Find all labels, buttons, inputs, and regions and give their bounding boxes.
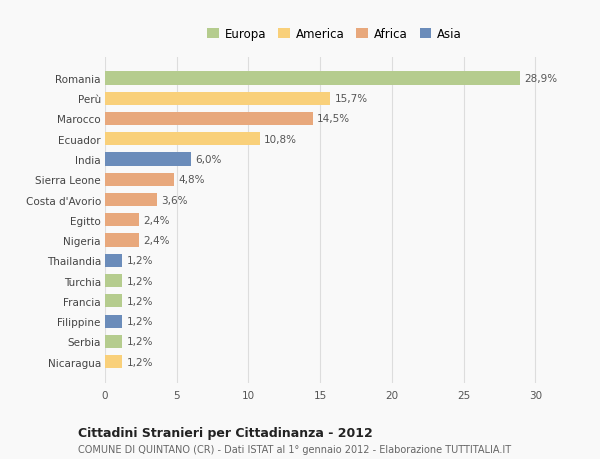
Bar: [105, 295, 122, 308]
Bar: [105, 153, 191, 166]
Legend: Europa, America, Africa, Asia: Europa, America, Africa, Asia: [205, 26, 464, 44]
Bar: [105, 274, 122, 287]
Bar: [105, 133, 260, 146]
Text: 1,2%: 1,2%: [127, 357, 153, 367]
Text: 14,5%: 14,5%: [317, 114, 350, 124]
Bar: [105, 234, 139, 247]
Text: 2,4%: 2,4%: [144, 235, 170, 246]
Text: 15,7%: 15,7%: [335, 94, 368, 104]
Text: COMUNE DI QUINTANO (CR) - Dati ISTAT al 1° gennaio 2012 - Elaborazione TUTTITALI: COMUNE DI QUINTANO (CR) - Dati ISTAT al …: [78, 444, 511, 454]
Bar: [105, 194, 157, 207]
Text: 1,2%: 1,2%: [127, 276, 153, 286]
Text: 10,8%: 10,8%: [264, 134, 297, 145]
Text: 1,2%: 1,2%: [127, 336, 153, 347]
Text: 2,4%: 2,4%: [144, 215, 170, 225]
Bar: [105, 254, 122, 267]
Text: 6,0%: 6,0%: [196, 155, 222, 165]
Bar: [105, 315, 122, 328]
Bar: [105, 72, 520, 85]
Text: 1,2%: 1,2%: [127, 316, 153, 326]
Text: 3,6%: 3,6%: [161, 195, 187, 205]
Bar: [105, 92, 330, 106]
Text: 4,8%: 4,8%: [178, 175, 205, 185]
Text: 1,2%: 1,2%: [127, 296, 153, 306]
Bar: [105, 112, 313, 126]
Bar: [105, 174, 174, 186]
Bar: [105, 355, 122, 369]
Text: 28,9%: 28,9%: [524, 74, 557, 84]
Bar: [105, 335, 122, 348]
Text: 1,2%: 1,2%: [127, 256, 153, 266]
Text: Cittadini Stranieri per Cittadinanza - 2012: Cittadini Stranieri per Cittadinanza - 2…: [78, 426, 373, 439]
Bar: [105, 214, 139, 227]
